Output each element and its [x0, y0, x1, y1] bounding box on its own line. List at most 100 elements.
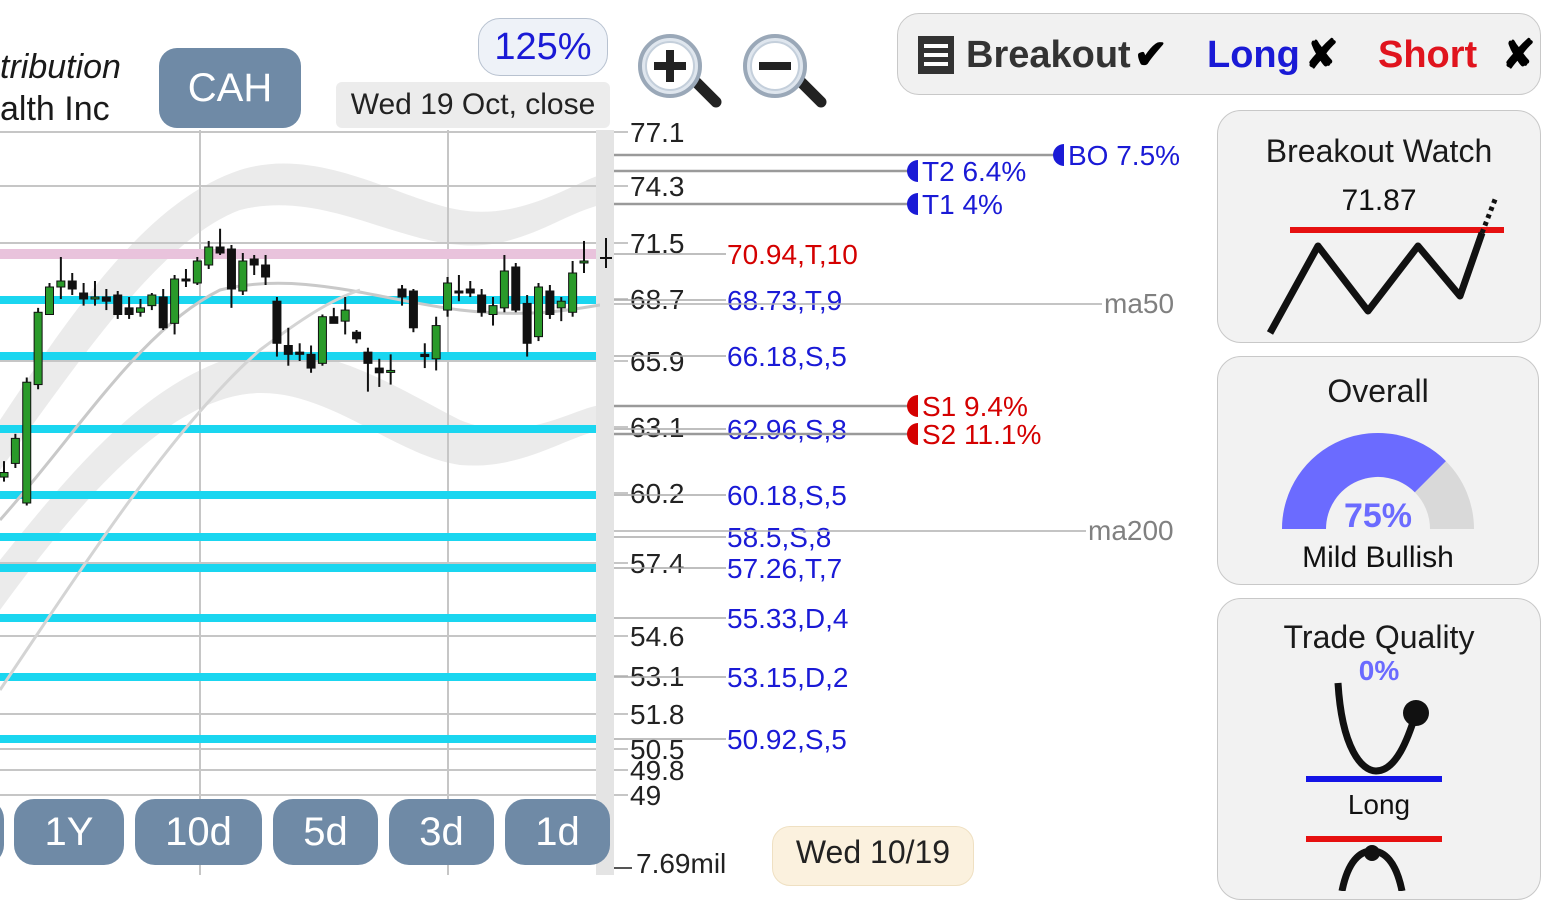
signal-status-bar: Breakout ✔ Long ✘ Short ✘: [897, 13, 1541, 95]
bollinger-band-2: [0, 350, 600, 610]
trade-quality-panel[interactable]: Trade Quality 0% Long: [1217, 598, 1541, 900]
ma200-line: [0, 288, 361, 691]
list-menu-icon[interactable]: [918, 36, 954, 74]
range-button-partial[interactable]: [0, 799, 4, 865]
candles: [0, 228, 612, 506]
chart-date-label: Wed 19 Oct, close: [336, 82, 610, 128]
support-line: [0, 614, 596, 622]
candle-body: [534, 286, 544, 338]
company-name: tribution alth Inc: [0, 46, 121, 130]
price-tick-label: 65.9: [630, 346, 685, 377]
candle-body: [408, 290, 418, 329]
level-label: 68.73,T,9: [727, 285, 842, 316]
level-label: 50.92,S,5: [727, 724, 847, 755]
candle-body: [420, 353, 430, 358]
support-resistance-lines: [0, 249, 596, 743]
overall-sentiment: Mild Bullish: [1302, 541, 1454, 574]
price-chart[interactable]: 77.174.371.568.765.963.160.257.454.653.1…: [0, 0, 1553, 875]
candle-body: [192, 260, 202, 284]
candle-body: [352, 331, 362, 340]
candle-body: [397, 288, 407, 298]
range-button-1y[interactable]: 1Y: [14, 799, 124, 865]
price-tick-label: 49.8: [630, 755, 685, 786]
long-cross-icon: ✘: [1305, 33, 1339, 77]
breakout-check-icon: ✔: [1134, 33, 1168, 77]
breakout-watch-title: Breakout Watch: [1265, 133, 1493, 169]
overall-panel[interactable]: Overall 75% Mild Bullish: [1217, 356, 1539, 585]
candle-body: [238, 260, 248, 292]
price-tick-label: 60.2: [630, 478, 685, 509]
candle-body: [113, 294, 123, 315]
support-line: [0, 735, 596, 743]
range-button-5d[interactable]: 5d: [273, 799, 378, 865]
candle-body: [261, 264, 271, 278]
candle-body: [340, 309, 350, 322]
target-marker: [1053, 144, 1064, 166]
inverse-cup-icon: [1306, 836, 1442, 891]
overall-title: Overall: [1327, 373, 1429, 409]
support-line: [0, 296, 596, 304]
candle-body: [124, 307, 134, 316]
breakout-label: Breakout: [966, 34, 1131, 76]
level-label: 57.26,T,7: [727, 553, 842, 584]
bottom-date-label: Wed 10/19: [772, 826, 974, 886]
candle-body: [67, 280, 77, 290]
price-tick-label: 77.1: [630, 117, 685, 148]
candle-body: [226, 248, 236, 290]
scale-gutter: [596, 130, 614, 875]
company-name-line2: alth Inc: [0, 90, 110, 128]
candle-body: [0, 472, 9, 478]
level-label: 58.5,S,8: [727, 522, 831, 553]
price-tick-label: 54.6: [630, 621, 685, 652]
candle-body: [477, 294, 487, 313]
range-button-10d[interactable]: 10d: [135, 799, 262, 865]
candle-body: [545, 290, 555, 315]
price-scale: 77.174.371.568.765.963.160.257.454.653.1…: [614, 117, 685, 869]
candle-body: [465, 288, 475, 294]
support-line: [0, 533, 596, 541]
candle-body: [249, 258, 259, 266]
candle-body: [499, 270, 509, 309]
level-label: 53.15,D,2: [727, 662, 848, 693]
target-marker: [907, 160, 918, 182]
support-line: [0, 673, 596, 681]
breakout-watch-panel[interactable]: Breakout Watch 71.87: [1217, 110, 1541, 343]
range-button-3d[interactable]: 3d: [389, 799, 494, 865]
candle-body: [329, 316, 339, 324]
candle-body: [158, 296, 168, 329]
candle-body: [215, 246, 225, 254]
overall-percent: 75%: [1343, 497, 1413, 535]
level-label: 70.94,T,10: [727, 239, 858, 270]
overall-gauge: [1282, 432, 1474, 529]
volume-label: 7.69mil: [636, 848, 727, 879]
price-tick-label: 74.3: [630, 171, 685, 202]
zoom-level-badge[interactable]: 125%: [478, 18, 608, 76]
support-line: [0, 425, 596, 433]
target-label: S2 11.1%: [922, 419, 1041, 450]
price-tick-label: 49: [630, 780, 661, 811]
candle-body: [33, 311, 43, 386]
level-label: 55.33,D,4: [727, 603, 848, 634]
candle-body: [522, 302, 532, 344]
candle-body: [306, 353, 316, 369]
price-tick-label: 51.8: [630, 699, 685, 730]
target-label: T1 4%: [922, 189, 1003, 220]
zoom-in-magnifier-icon[interactable]: [636, 30, 728, 110]
candle-body: [135, 307, 145, 313]
candle-body: [79, 292, 89, 300]
long-label: Long: [1207, 34, 1300, 76]
candle-body: [363, 351, 373, 364]
range-button-1d[interactable]: 1d: [505, 799, 610, 865]
level-leader-lines: 70.94,T,10 68.73,T,9 66.18,S,5 62.96,S,8 60.…: [614, 140, 1180, 755]
zoom-out-magnifier-icon[interactable]: [741, 30, 833, 110]
trade-quality-long-label: Long: [1347, 789, 1411, 820]
cup-handle-icon: [1306, 682, 1442, 782]
breakout-zigzag-icon: [1266, 196, 1504, 335]
company-name-line1: tribution: [0, 48, 121, 86]
candle-body: [44, 286, 54, 315]
candle-body: [204, 246, 214, 266]
candle-body: [556, 300, 566, 309]
ticker-button[interactable]: CAH: [159, 48, 301, 128]
candle-body: [488, 305, 498, 315]
target-marker: [907, 423, 918, 445]
